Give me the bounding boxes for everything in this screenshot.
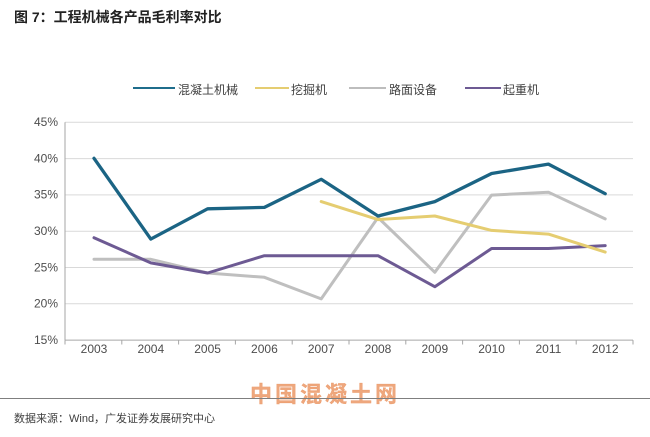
svg-text:35%: 35% (34, 188, 58, 202)
svg-text:2009: 2009 (421, 342, 448, 356)
svg-text:45%: 45% (34, 115, 58, 129)
svg-text:20%: 20% (34, 297, 58, 311)
svg-text:2010: 2010 (478, 342, 505, 356)
svg-text:2004: 2004 (137, 342, 164, 356)
svg-text:2011: 2011 (535, 342, 561, 356)
svg-text:2003: 2003 (81, 342, 108, 356)
svg-text:15%: 15% (34, 333, 58, 347)
svg-text:2006: 2006 (251, 342, 278, 356)
svg-text:2008: 2008 (365, 342, 392, 356)
svg-text:2005: 2005 (194, 342, 221, 356)
svg-text:30%: 30% (34, 224, 58, 238)
svg-text:40%: 40% (34, 151, 58, 165)
svg-text:2012: 2012 (592, 342, 619, 356)
svg-text:2007: 2007 (308, 342, 335, 356)
svg-text:25%: 25% (34, 260, 58, 274)
